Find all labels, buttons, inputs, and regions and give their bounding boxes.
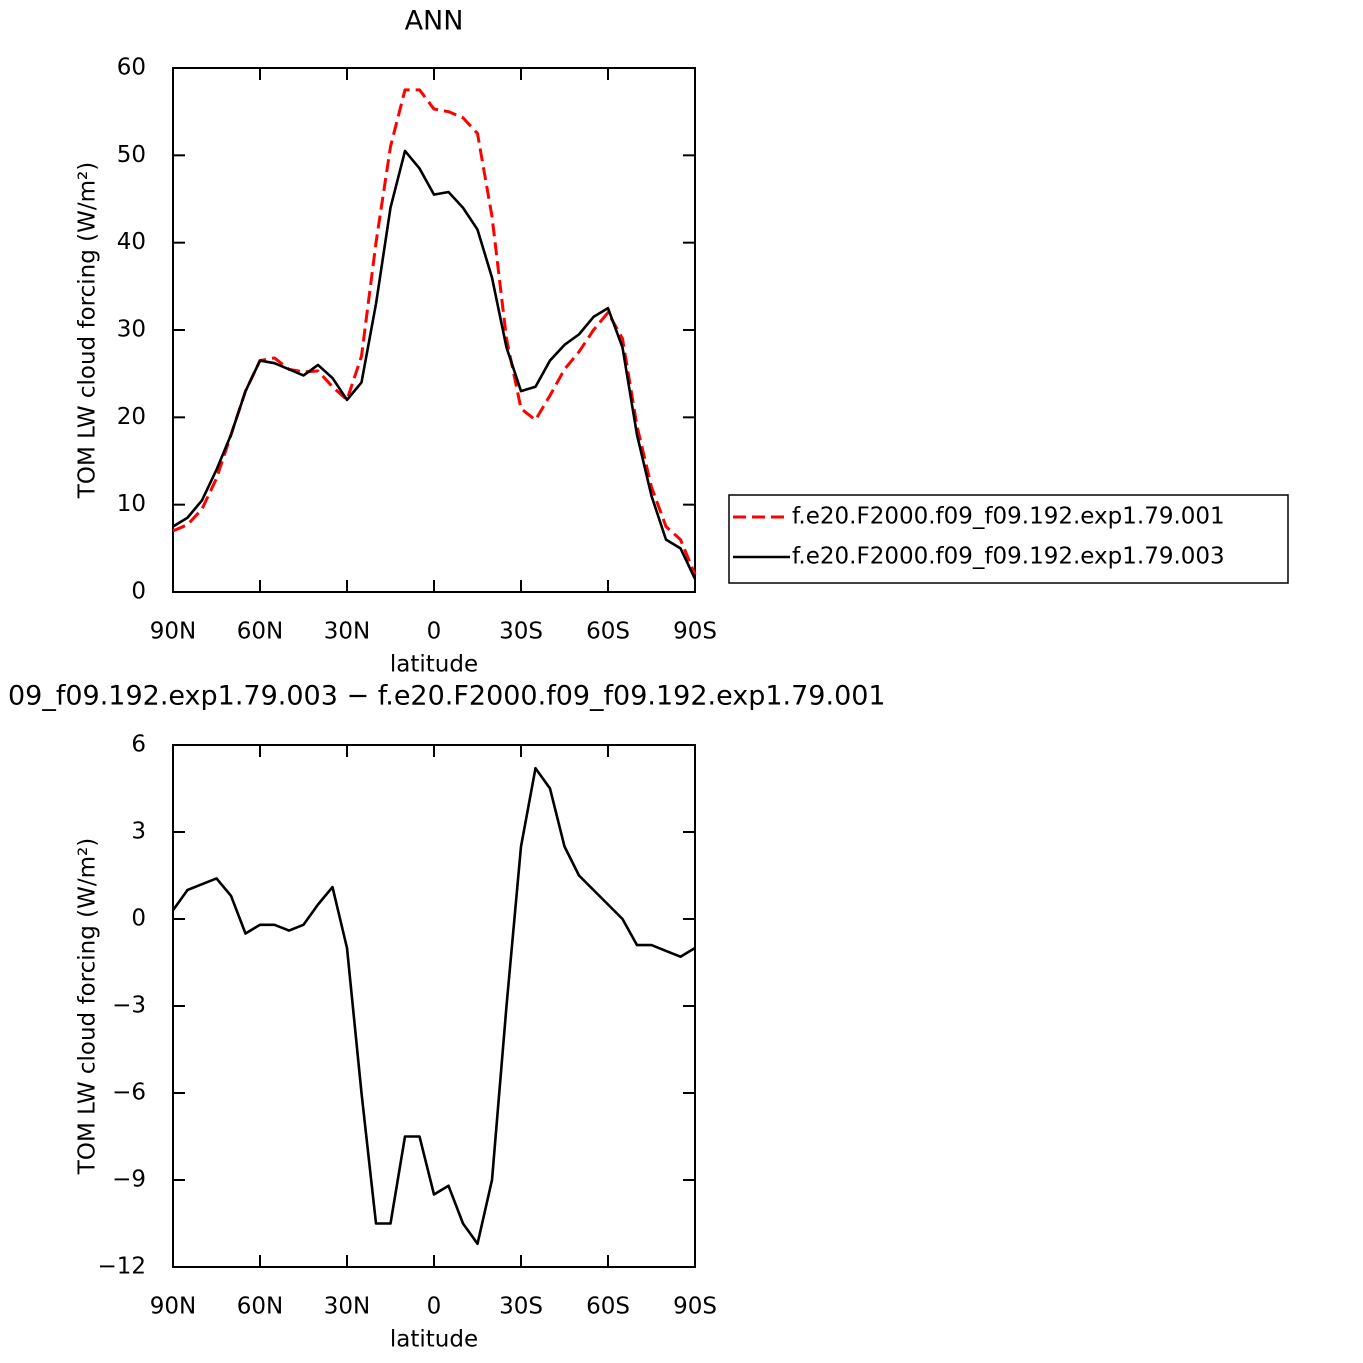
series-line	[171, 766, 696, 1246]
plot-frame	[172, 744, 696, 1268]
chart-title: ANN	[405, 6, 464, 37]
x-tick-label: 60S	[586, 1294, 630, 1320]
y-tick-label: 6	[131, 732, 146, 758]
legend-label: f.e20.F2000.f09_f09.192.exp1.79.003	[792, 544, 1225, 570]
x-tick-label: 0	[427, 1294, 442, 1320]
x-tick-label: 60N	[237, 1294, 283, 1320]
y-axis-label: TOM LW cloud forcing (W/m²)	[75, 838, 101, 1175]
x-tick-label: 90S	[673, 1294, 717, 1320]
x-axis-label: latitude	[390, 1327, 478, 1353]
y-tick-label: 3	[131, 819, 146, 845]
y-tick-label: 60	[117, 55, 146, 81]
x-tick-label: 30S	[499, 1294, 543, 1320]
x-tick-label: 30N	[324, 1294, 370, 1320]
y-tick-label: 30	[117, 317, 146, 343]
legend-box	[728, 494, 1289, 584]
y-tick-label: 50	[117, 142, 146, 168]
series-line	[172, 149, 697, 580]
y-tick-label: −3	[112, 993, 146, 1019]
y-tick-label: 20	[117, 404, 146, 430]
y-tick-label: −6	[112, 1080, 146, 1106]
y-tick-label: 0	[131, 579, 146, 605]
y-tick-label: −9	[112, 1167, 146, 1193]
x-tick-label: 90N	[150, 619, 196, 645]
x-tick-label: 30S	[499, 619, 543, 645]
x-tick-label: 30N	[324, 619, 370, 645]
x-tick-label: 60S	[586, 619, 630, 645]
y-tick-label: 10	[117, 491, 146, 517]
x-tick-label: 0	[427, 619, 442, 645]
x-tick-label: 90N	[150, 1294, 196, 1320]
y-tick-label: 40	[117, 229, 146, 255]
x-tick-label: 60N	[237, 619, 283, 645]
x-tick-label: 90S	[673, 619, 717, 645]
legend-label: f.e20.F2000.f09_f09.192.exp1.79.001	[792, 504, 1225, 530]
y-tick-label: −12	[97, 1254, 146, 1280]
x-axis-label: latitude	[390, 652, 478, 678]
chart-title: 09_f09.192.exp1.79.003 − f.e20.F2000.f09…	[8, 681, 886, 712]
y-tick-label: 0	[131, 906, 146, 932]
y-axis-label: TOM LW cloud forcing (W/m²)	[75, 162, 101, 499]
